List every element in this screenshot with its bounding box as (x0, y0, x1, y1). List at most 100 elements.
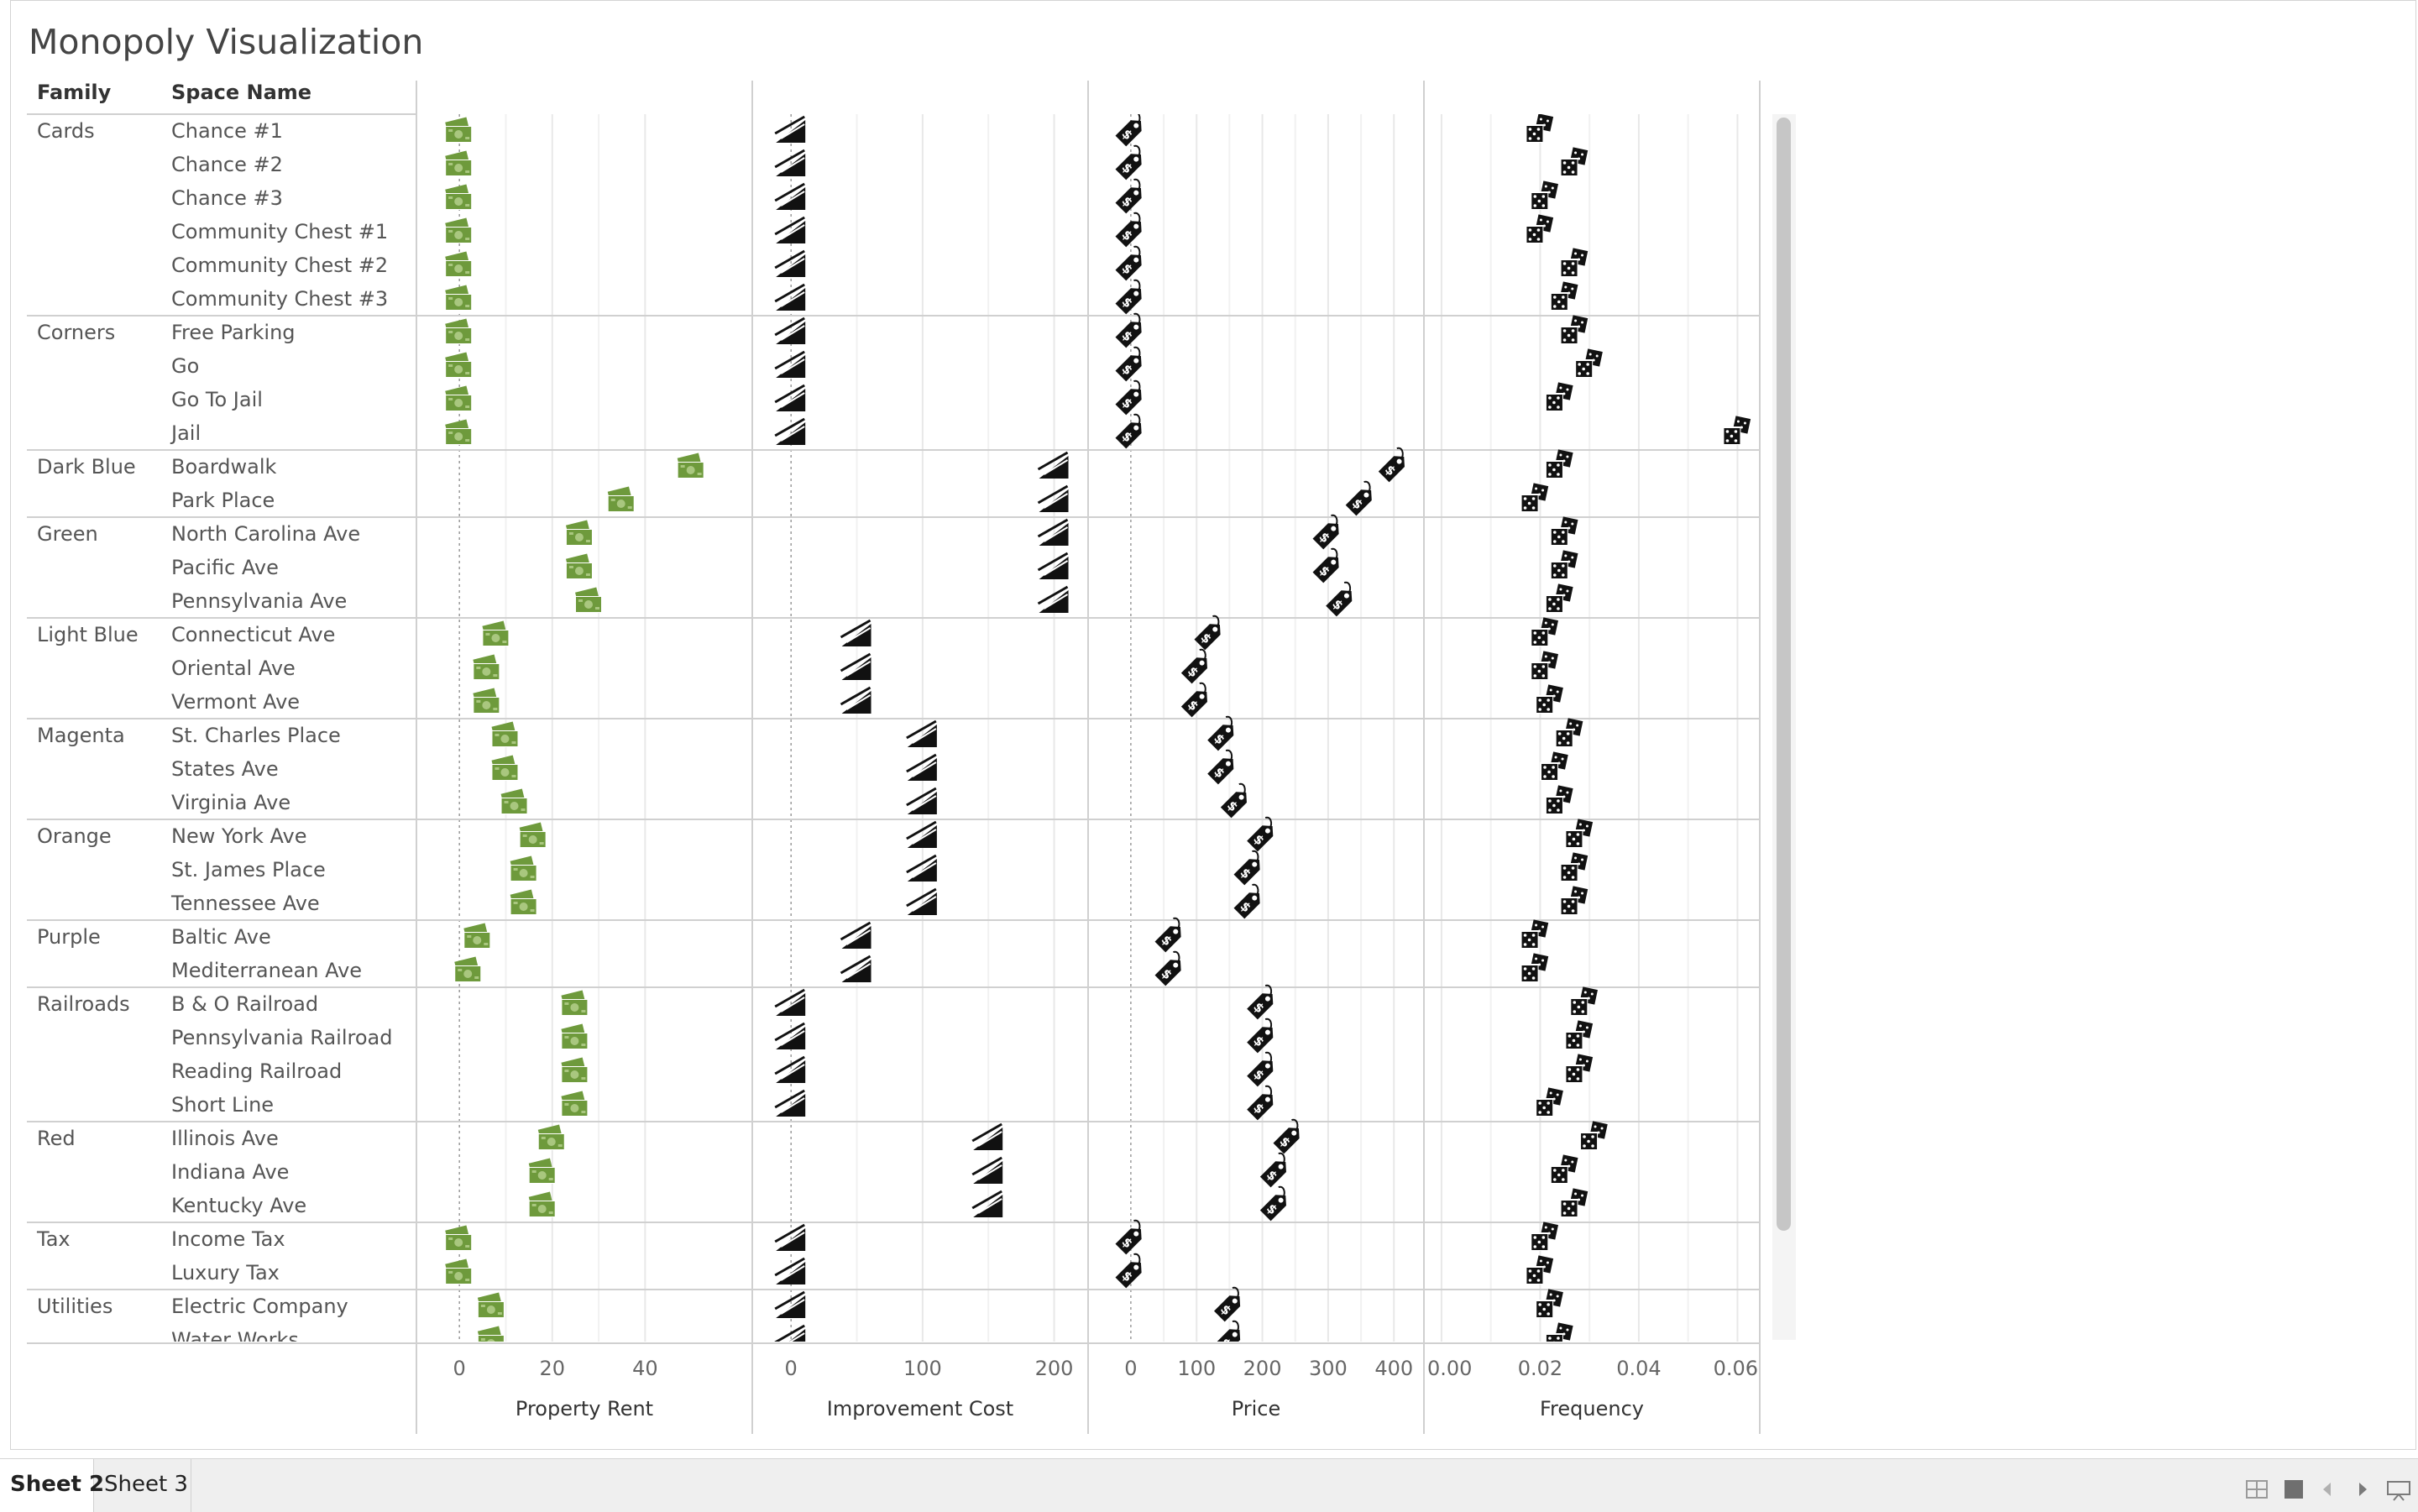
cash-icon (565, 520, 593, 546)
price-tag-icon: $ (1247, 1051, 1274, 1087)
family-label: Red (37, 1127, 76, 1150)
dice-icon (1544, 785, 1573, 814)
wedge-icon (971, 1190, 1003, 1217)
dice-icon (1574, 348, 1603, 378)
cash-icon (561, 1023, 589, 1049)
single-view-icon[interactable] (2284, 1479, 2304, 1499)
monopoly-chart: Family Space Name Chance #1 $ Chance #2 $ Chan… (27, 81, 1761, 1434)
family-label: Corners (37, 321, 115, 344)
dice-icon (1564, 819, 1594, 848)
space-name-label: North Carolina Ave (171, 522, 360, 546)
dice-icon (1559, 852, 1588, 882)
family-label: Tax (36, 1227, 71, 1251)
dashboard-frame (10, 0, 2416, 1450)
cash-icon (519, 822, 547, 848)
price-tag-icon: $ (1115, 346, 1142, 382)
price-tag-icon: $ (1312, 547, 1339, 583)
price-tag-icon: $ (1115, 1253, 1142, 1289)
wedge-icon (774, 1223, 806, 1251)
axis-tick-label: 100 (903, 1357, 942, 1380)
axis-tick-label: 0.06 (1714, 1357, 1758, 1380)
space-name-label: Free Parking (171, 321, 296, 344)
next-sheet-icon[interactable] (2356, 1481, 2369, 1498)
family-label: Green (37, 522, 98, 546)
presentation-mode-icon[interactable] (2386, 1479, 2411, 1501)
cash-icon (561, 990, 589, 1016)
cash-icon (445, 352, 473, 378)
price-tag-icon: $ (1378, 447, 1405, 483)
dice-icon (1564, 1054, 1594, 1083)
grid-view-icon[interactable] (2246, 1480, 2268, 1499)
cash-icon (565, 553, 593, 579)
dice-icon (1535, 1289, 1563, 1318)
price-tag-icon: $ (1207, 749, 1234, 785)
space-name-label: St. Charles Place (171, 724, 341, 747)
wedge-icon (774, 988, 806, 1016)
space-name-label: Electric Company (171, 1295, 348, 1318)
price-tag-icon: $ (1115, 1219, 1142, 1255)
space-name-label: Community Chest #2 (171, 254, 388, 277)
cash-icon (477, 1292, 505, 1318)
cash-icon (561, 1057, 589, 1083)
dice-icon (1530, 1222, 1558, 1251)
cash-icon (561, 1091, 589, 1117)
axis-title-rent: Property Rent (516, 1397, 653, 1420)
price-tag-icon: $ (1154, 917, 1181, 953)
wedge-icon (1037, 518, 1069, 546)
space-name-label: Luxury Tax (171, 1261, 280, 1284)
wedge-icon (774, 317, 806, 344)
vertical-scrollbar-thumb[interactable] (1777, 118, 1791, 1231)
price-tag-icon: $ (1259, 1152, 1286, 1188)
wedge-icon (906, 887, 937, 915)
cash-icon (445, 251, 473, 277)
cash-icon (473, 654, 500, 680)
cash-icon (528, 1158, 556, 1184)
wedge-icon (971, 1122, 1003, 1150)
dice-icon (1554, 718, 1583, 747)
wedge-icon (774, 384, 806, 411)
axis-tick-label: 100 (1177, 1357, 1216, 1380)
space-name-label: Connecticut Ave (171, 623, 335, 646)
space-name-label: Tennessee Ave (170, 892, 320, 915)
axis-tick-label: 20 (539, 1357, 565, 1380)
page-title: Monopoly Visualization (29, 22, 424, 62)
family-label: Utilities (37, 1295, 113, 1318)
dice-icon (1540, 751, 1568, 781)
dice-icon (1559, 147, 1588, 176)
cash-icon (575, 587, 602, 613)
wedge-icon (774, 283, 806, 311)
wedge-icon (840, 955, 871, 982)
axis-tick-label: 0 (785, 1357, 798, 1380)
cash-icon (482, 620, 510, 646)
wedge-icon (774, 1055, 806, 1083)
space-name-label: New York Ave (171, 824, 307, 848)
dice-icon (1544, 382, 1573, 411)
wedge-icon (774, 249, 806, 277)
price-tag-icon: $ (1115, 212, 1142, 248)
dice-icon (1559, 886, 1588, 915)
prev-sheet-icon[interactable] (2321, 1481, 2334, 1498)
svg-text:$: $ (1217, 1335, 1234, 1352)
price-tag-icon: $ (1247, 1018, 1274, 1054)
price-tag-icon: $ (1247, 984, 1274, 1020)
dice-icon (1544, 583, 1573, 613)
dice-icon (1549, 1154, 1578, 1184)
wedge-icon (971, 1156, 1003, 1184)
tab-sheet-2[interactable]: Sheet 2 (0, 1459, 104, 1512)
space-name-label: Water Works (171, 1328, 299, 1352)
tab-sheet-3[interactable]: Sheet 3 (94, 1459, 191, 1512)
wedge-icon (774, 149, 806, 176)
dice-icon (1544, 449, 1573, 479)
axis-tick-label: 40 (632, 1357, 658, 1380)
dice-icon (1722, 416, 1751, 445)
wedge-icon (840, 921, 871, 949)
sheet-tab-bar: Sheet 2 Sheet 3 (0, 1458, 2418, 1512)
axis-title-price: Price (1232, 1397, 1281, 1420)
space-name-label: Community Chest #3 (171, 287, 388, 311)
wedge-icon (774, 115, 806, 143)
space-name-label: Park Place (171, 489, 275, 512)
wedge-icon (774, 1324, 806, 1342)
cash-icon (677, 453, 704, 479)
cash-icon (445, 385, 473, 411)
dice-icon (1549, 550, 1578, 579)
